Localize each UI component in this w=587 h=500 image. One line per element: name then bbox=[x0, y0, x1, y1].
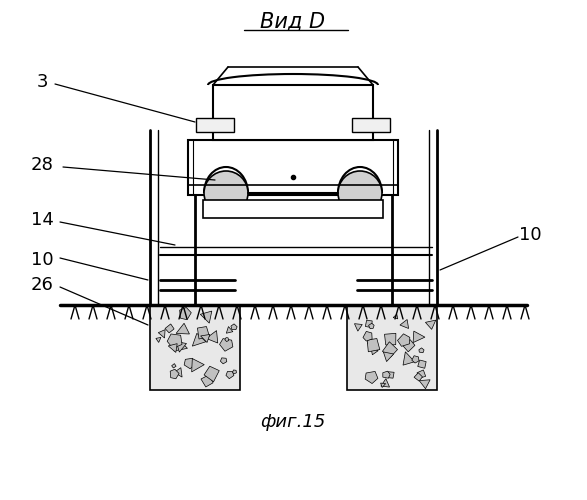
Polygon shape bbox=[165, 324, 174, 333]
Text: 3: 3 bbox=[36, 73, 48, 91]
Polygon shape bbox=[371, 348, 378, 355]
Polygon shape bbox=[397, 334, 410, 346]
Polygon shape bbox=[413, 331, 425, 342]
Polygon shape bbox=[400, 320, 409, 328]
Polygon shape bbox=[355, 324, 362, 331]
Polygon shape bbox=[176, 342, 187, 352]
Text: 10: 10 bbox=[31, 251, 53, 269]
Polygon shape bbox=[382, 342, 397, 357]
Polygon shape bbox=[225, 338, 229, 342]
Polygon shape bbox=[220, 338, 233, 351]
Bar bbox=[203, 200, 383, 218]
Polygon shape bbox=[232, 370, 237, 374]
Bar bbox=[213, 85, 373, 140]
Bar bbox=[188, 140, 398, 195]
Polygon shape bbox=[380, 383, 386, 388]
Polygon shape bbox=[419, 380, 430, 388]
Polygon shape bbox=[381, 378, 390, 387]
Polygon shape bbox=[156, 338, 161, 342]
Text: 10: 10 bbox=[519, 226, 541, 244]
Polygon shape bbox=[170, 369, 179, 379]
Polygon shape bbox=[174, 368, 182, 377]
Polygon shape bbox=[204, 366, 220, 382]
Polygon shape bbox=[383, 371, 390, 378]
Polygon shape bbox=[171, 364, 176, 368]
Polygon shape bbox=[419, 348, 424, 352]
Polygon shape bbox=[363, 332, 372, 341]
Bar bbox=[196, 118, 234, 132]
Polygon shape bbox=[383, 352, 394, 362]
Polygon shape bbox=[174, 340, 187, 351]
Polygon shape bbox=[197, 326, 210, 339]
Polygon shape bbox=[403, 340, 415, 352]
Polygon shape bbox=[168, 344, 177, 352]
Text: фиг.15: фиг.15 bbox=[260, 413, 326, 431]
Bar bbox=[352, 118, 390, 132]
Polygon shape bbox=[393, 314, 398, 319]
Polygon shape bbox=[426, 320, 436, 330]
Polygon shape bbox=[231, 324, 237, 330]
Polygon shape bbox=[192, 358, 204, 372]
Polygon shape bbox=[367, 338, 380, 352]
Polygon shape bbox=[176, 324, 190, 334]
Polygon shape bbox=[412, 356, 419, 363]
Polygon shape bbox=[158, 330, 165, 338]
Text: 28: 28 bbox=[31, 156, 53, 174]
Bar bbox=[347, 305, 437, 390]
Polygon shape bbox=[184, 358, 195, 369]
Polygon shape bbox=[384, 334, 396, 345]
Polygon shape bbox=[226, 372, 234, 378]
Polygon shape bbox=[201, 334, 210, 342]
Polygon shape bbox=[367, 339, 373, 344]
Polygon shape bbox=[193, 334, 206, 346]
Polygon shape bbox=[365, 320, 372, 328]
Circle shape bbox=[338, 171, 382, 215]
Polygon shape bbox=[200, 311, 212, 323]
Bar bbox=[150, 305, 240, 390]
Polygon shape bbox=[403, 352, 414, 365]
Polygon shape bbox=[369, 323, 374, 328]
Polygon shape bbox=[417, 370, 426, 378]
Polygon shape bbox=[206, 330, 218, 343]
Polygon shape bbox=[365, 372, 378, 384]
Text: 26: 26 bbox=[31, 276, 53, 294]
Text: 14: 14 bbox=[31, 211, 53, 229]
Polygon shape bbox=[227, 326, 233, 333]
Polygon shape bbox=[201, 375, 213, 387]
Circle shape bbox=[204, 171, 248, 215]
Text: Вид D: Вид D bbox=[261, 12, 326, 32]
Polygon shape bbox=[418, 360, 426, 368]
Polygon shape bbox=[388, 372, 394, 378]
Polygon shape bbox=[414, 373, 423, 381]
Polygon shape bbox=[180, 308, 191, 320]
Polygon shape bbox=[167, 334, 182, 348]
Polygon shape bbox=[220, 358, 227, 364]
